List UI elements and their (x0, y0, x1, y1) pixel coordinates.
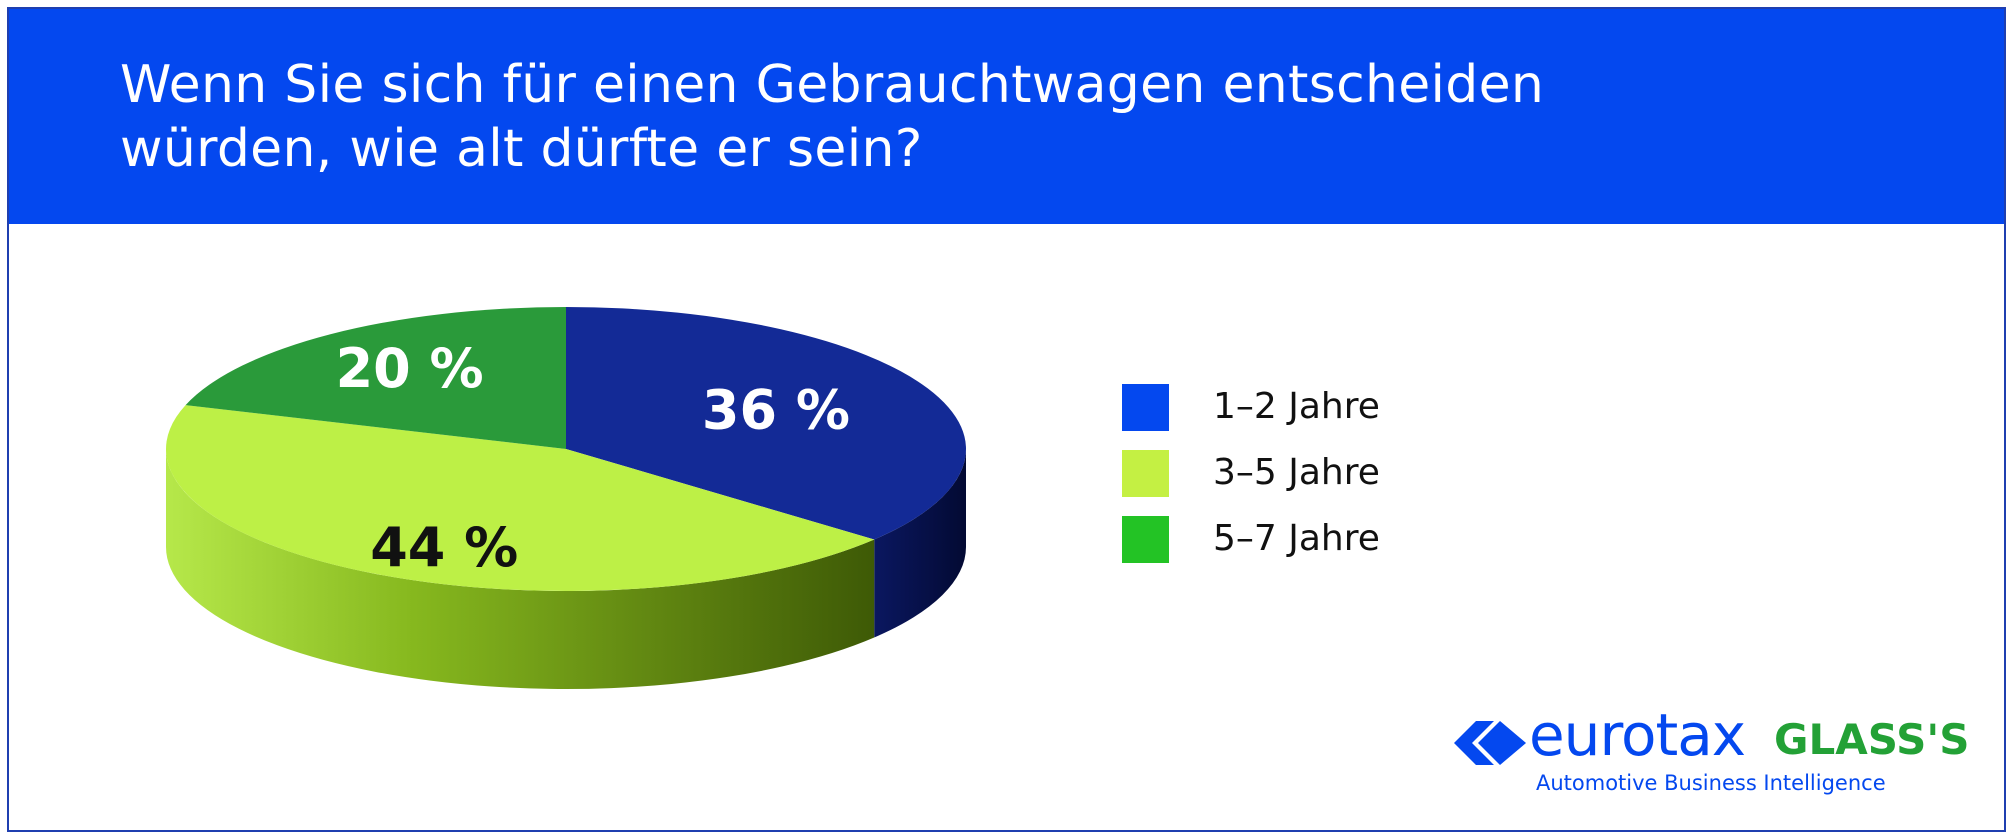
chart-title: Wenn Sie sich für einen Gebrauchtwagen e… (120, 53, 1620, 181)
legend-swatch (1122, 516, 1169, 563)
logo-tagline: Automotive Business Intelligence (1536, 771, 1886, 795)
pie-tops (166, 307, 966, 591)
slice-value-label: 36 % (702, 379, 850, 442)
pie-labels: 36 % 44 % 20 % (336, 337, 850, 579)
pie-side-1-2-jahre (874, 449, 966, 638)
pie-chart: 36 % 44 % 20 % (166, 307, 966, 690)
pie-slice-3-5-jahre (166, 405, 875, 591)
pie-slice-5-7-jahre (185, 307, 566, 449)
logo-wordmark-eurotax: eurotax (1529, 701, 1746, 769)
eurotax-glass-logo: eurotax GLASS'S Automotive Business Inte… (1454, 701, 1974, 809)
pie-slice-1-2-jahre (566, 307, 966, 540)
legend-label: 1–2 Jahre (1213, 386, 1380, 427)
pie-sides (166, 449, 966, 690)
legend-swatch (1122, 384, 1169, 431)
pie-side-3-5-jahre (166, 449, 875, 690)
slice-value-label: 44 % (370, 516, 518, 579)
logo-wordmark-glass: GLASS'S (1774, 715, 1970, 764)
legend-label: 3–5 Jahre (1213, 452, 1380, 493)
title-banner: Wenn Sie sich für einen Gebrauchtwagen e… (9, 9, 2004, 224)
legend-label: 5–7 Jahre (1213, 518, 1380, 559)
legend-swatch (1122, 450, 1169, 497)
chart-title-line-2: würden, wie alt dürfte er sein? (120, 119, 923, 179)
chart-frame: Wenn Sie sich für einen Gebrauchtwagen e… (7, 7, 2006, 832)
chart-title-line-1: Wenn Sie sich für einen Gebrauchtwagen e… (120, 55, 1545, 115)
slice-value-label: 20 % (336, 337, 484, 400)
double-chevron-logo-icon (1454, 721, 1526, 765)
